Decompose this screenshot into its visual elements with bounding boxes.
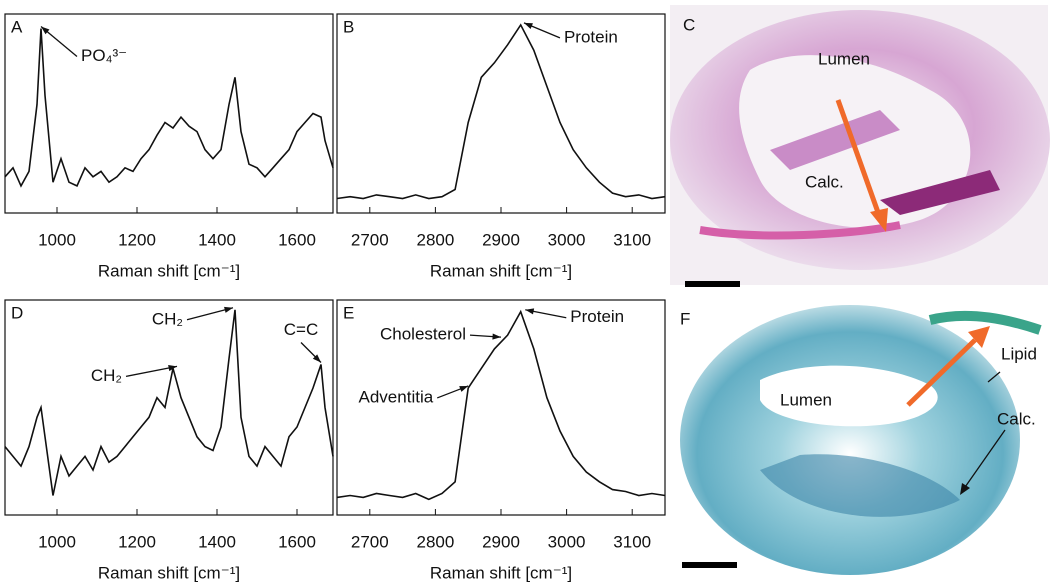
annotation: CH₂ <box>152 309 183 328</box>
annotation-arrow <box>125 365 178 378</box>
x-tick-label: 1000 <box>38 230 76 249</box>
panel-label: B <box>343 17 354 36</box>
x-tick-label: 1000 <box>38 532 76 551</box>
annotation: Protein <box>570 307 624 326</box>
x-tick-label: 2900 <box>482 230 520 249</box>
x-axis-label: Raman shift [cm⁻¹] <box>430 261 572 280</box>
x-tick-label: 1600 <box>278 230 316 249</box>
panel-label: C <box>683 15 695 34</box>
image-label: Lumen <box>818 49 870 68</box>
arrow-head <box>312 354 321 363</box>
x-axis-label: Raman shift [cm⁻¹] <box>98 563 240 582</box>
panel-label: F <box>680 309 690 328</box>
arrow-head <box>459 385 469 392</box>
x-tick-label: 1600 <box>278 532 316 551</box>
image-label: Lipid <box>1001 344 1037 363</box>
annotation: PO₄³⁻ <box>81 46 127 65</box>
annotation: Cholesterol <box>380 325 466 344</box>
arrow-head <box>523 22 533 29</box>
annotation: CH₂ <box>91 366 122 385</box>
x-tick-label: 2700 <box>351 532 389 551</box>
panel-label: A <box>11 17 23 36</box>
annotation: Adventitia <box>359 387 434 406</box>
panel-label: D <box>11 303 23 322</box>
histology-f: F Lumen Lipid Calc. <box>670 298 1048 578</box>
x-tick-label: 1400 <box>198 532 236 551</box>
panel-label: E <box>343 303 354 322</box>
arrow-head <box>168 365 177 372</box>
annotation: C=C <box>284 320 318 339</box>
x-tick-label: 3100 <box>613 532 651 551</box>
x-tick-label: 1200 <box>118 230 156 249</box>
annotation: Protein <box>564 27 618 46</box>
x-tick-label: 2800 <box>416 230 454 249</box>
x-tick-label: 1400 <box>198 230 236 249</box>
spectrum-line <box>336 23 666 200</box>
x-tick-label: 3000 <box>548 230 586 249</box>
x-axis-label: Raman shift [cm⁻¹] <box>98 261 240 280</box>
x-tick-label: 1200 <box>118 532 156 551</box>
x-tick-label: 2800 <box>416 532 454 551</box>
plot-frame <box>4 299 334 516</box>
x-tick-label: 2700 <box>351 230 389 249</box>
image-label: Calc. <box>805 172 844 191</box>
plot-frame <box>4 13 334 214</box>
x-tick-label: 2900 <box>482 532 520 551</box>
spectrum-line <box>4 28 334 188</box>
histology-c: C Lumen Calc. <box>670 5 1050 287</box>
arrow-head <box>224 306 233 313</box>
image-label: Calc. <box>997 409 1036 428</box>
arrow-head <box>492 333 501 340</box>
x-tick-label: 3000 <box>548 532 586 551</box>
image-label: Lumen <box>780 390 832 409</box>
spectrum-line <box>336 309 666 501</box>
x-axis-label: Raman shift [cm⁻¹] <box>430 563 572 582</box>
spectrum-line <box>4 309 334 496</box>
arrow-head <box>41 26 50 35</box>
arrow-head <box>525 308 535 315</box>
x-tick-label: 3100 <box>613 230 651 249</box>
